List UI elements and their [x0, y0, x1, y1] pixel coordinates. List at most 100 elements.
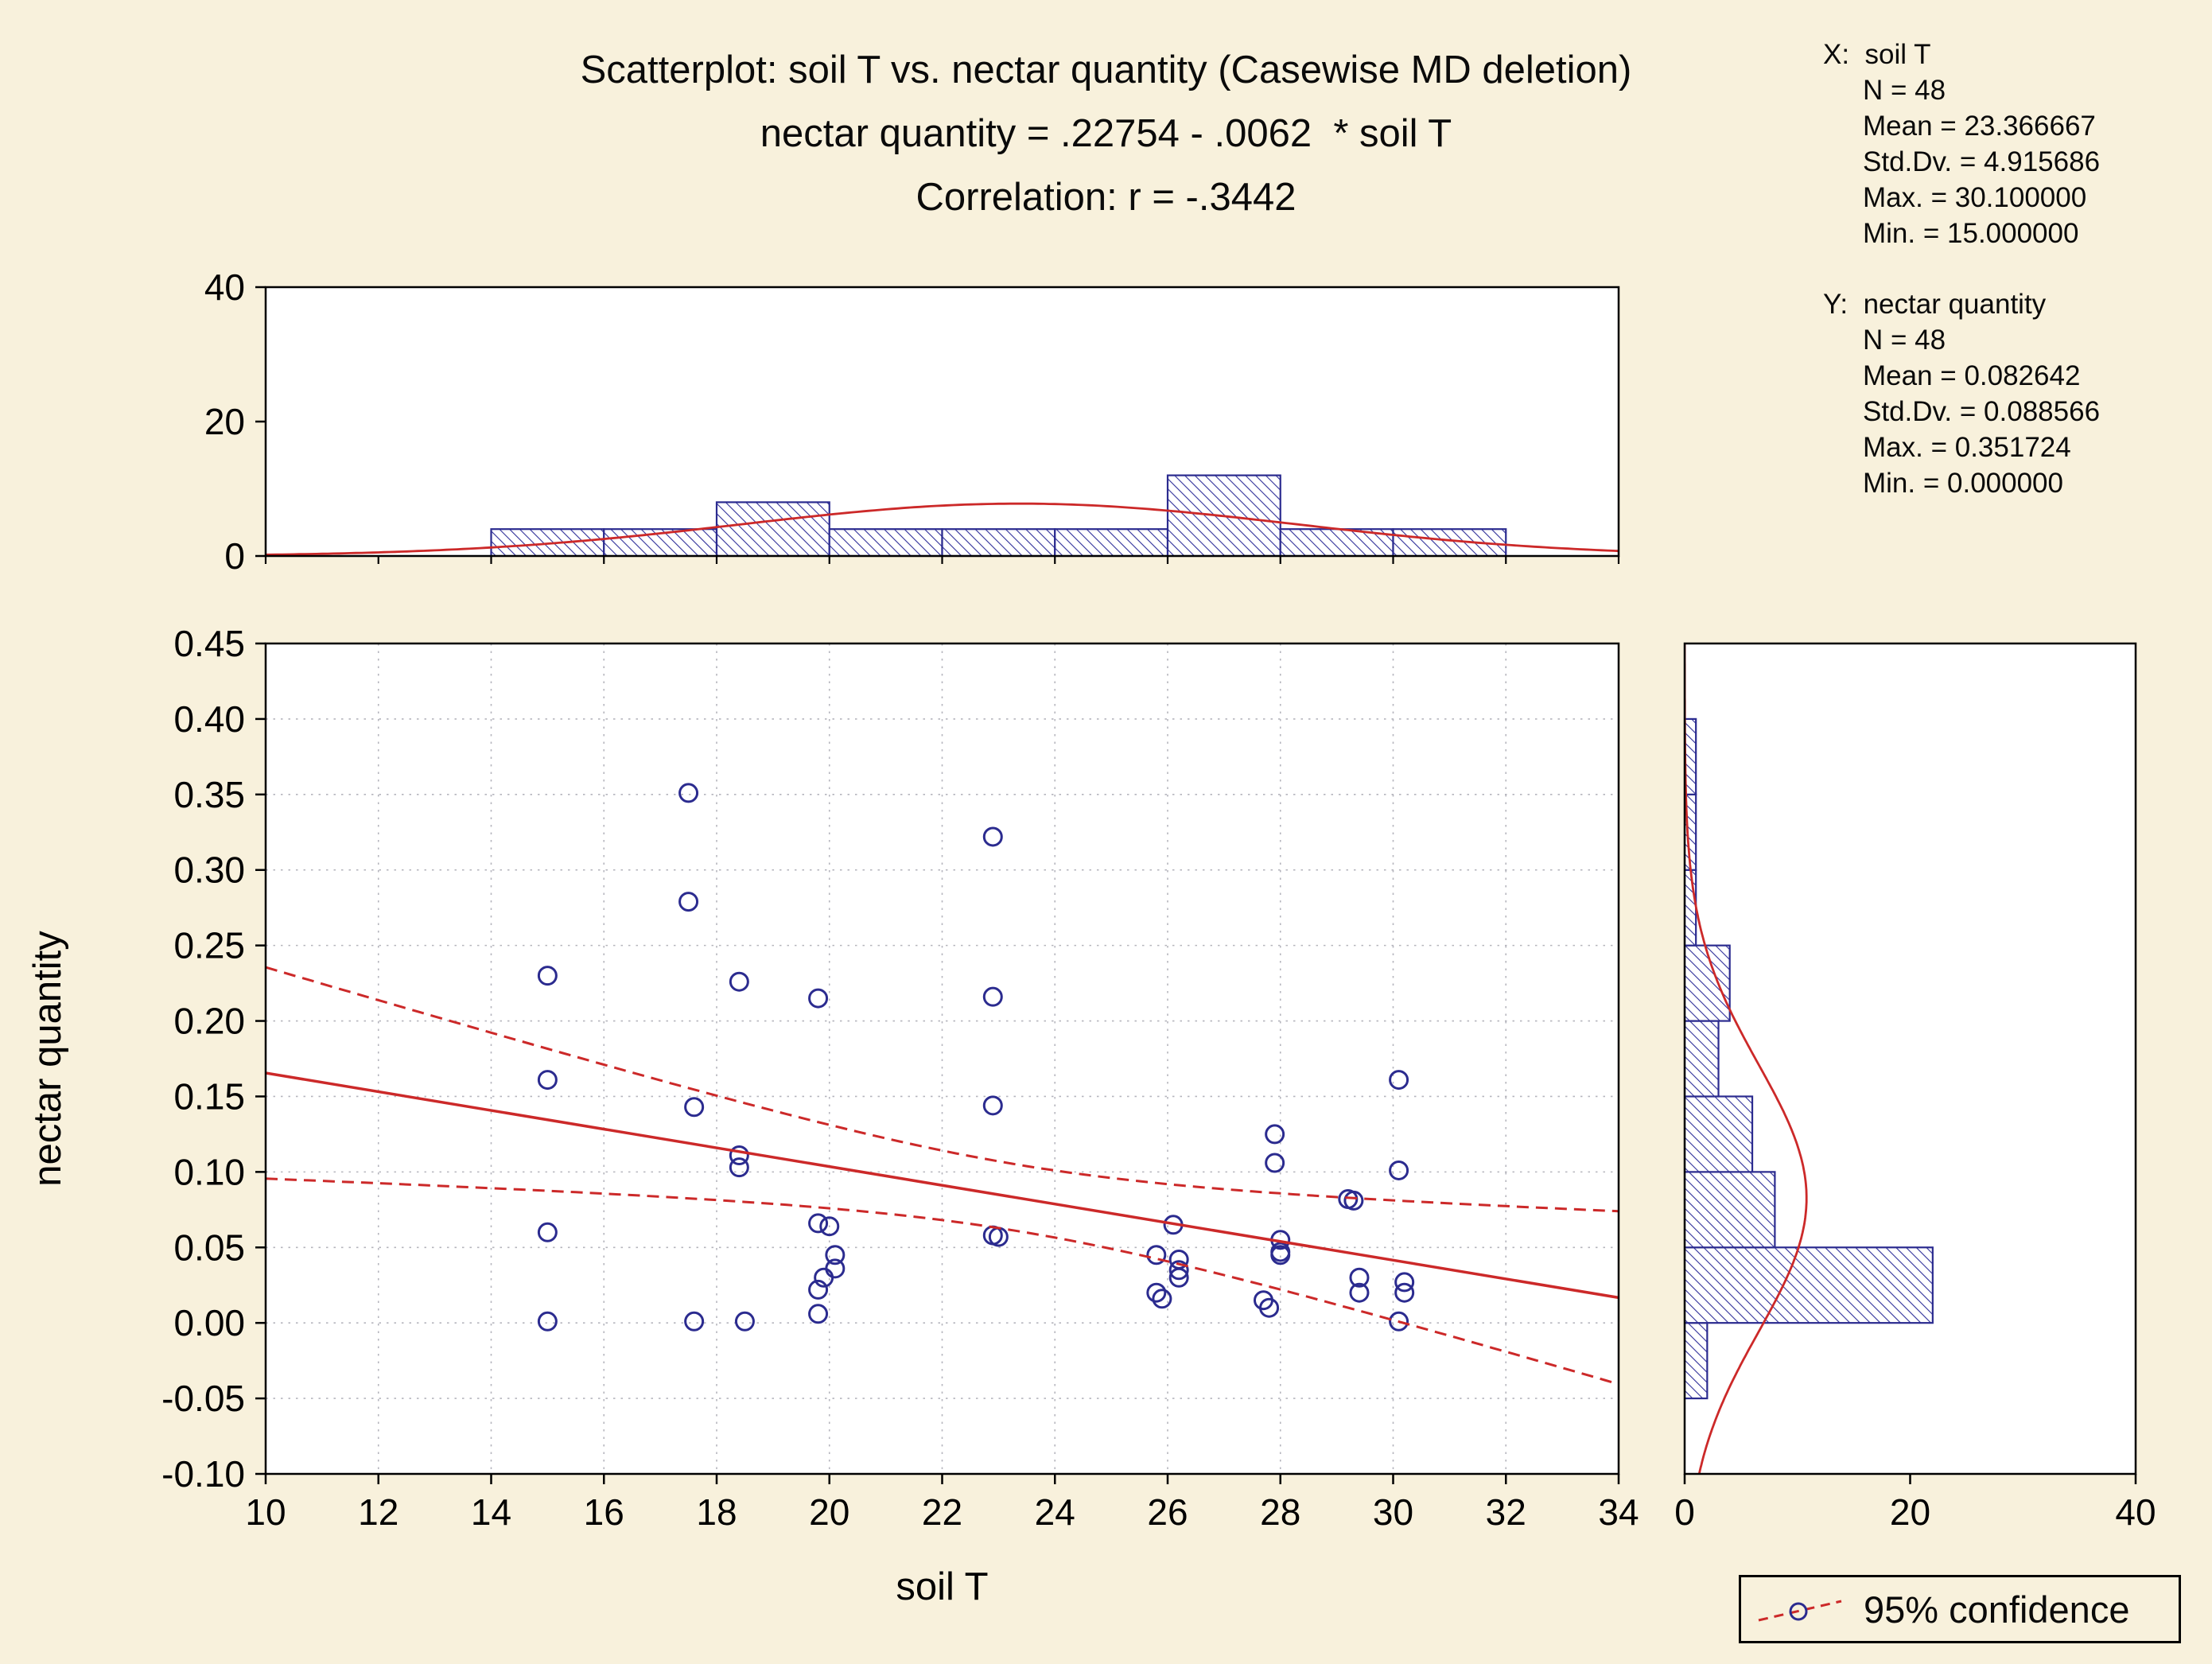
- scatter-point: [1259, 1297, 1280, 1318]
- stats-y-mean: Mean = 0.082642: [1863, 360, 2081, 391]
- scatter-point: [1389, 1070, 1409, 1091]
- x-axis-label: soil T: [896, 1565, 988, 1608]
- top-hist-ytick-label: 0: [224, 535, 245, 577]
- scatter-point: [1265, 1153, 1285, 1173]
- y-tick-label: 0.20: [173, 1001, 245, 1042]
- scatter-point: [808, 988, 829, 1009]
- scatter-point: [982, 986, 1003, 1007]
- x-tick-label: 16: [584, 1491, 624, 1533]
- scatter-point: [734, 1311, 755, 1332]
- histogram-bar: [1685, 1322, 1709, 1400]
- scatter-point: [1349, 1282, 1370, 1303]
- scatter-point: [537, 1311, 558, 1332]
- scatter-point: [982, 826, 1003, 847]
- stats-x-n: N = 48: [1863, 75, 1946, 106]
- stats-y-n: N = 48: [1863, 325, 1946, 356]
- top-histogram: [266, 474, 1619, 556]
- histogram-bar: [715, 501, 830, 556]
- x-tick-label: 22: [922, 1491, 962, 1533]
- main-plot: [266, 783, 1619, 1386]
- top-hist-ytick-label: 20: [204, 401, 245, 442]
- top-hist-ytick-label: 40: [204, 266, 245, 308]
- right-hist-xtick-label: 40: [2115, 1491, 2156, 1533]
- scatter-point: [819, 1216, 840, 1237]
- normal-curve-x: [266, 502, 1619, 556]
- scatter-point: [729, 1157, 749, 1178]
- stats-panel: X: soil T N = 48 Mean = 23.366667 Std.Dv…: [1823, 37, 2205, 536]
- confidence-legend-marker: [1758, 1600, 1842, 1622]
- confidence-band-upper: [266, 966, 1619, 1213]
- stats-x-block: X: soil T N = 48 Mean = 23.366667 Std.Dv…: [1823, 37, 2205, 251]
- x-tick-label: 20: [809, 1491, 849, 1533]
- scatter-point: [678, 892, 699, 912]
- confidence-line-sample: [1758, 1600, 1842, 1622]
- scatter-point: [825, 1245, 846, 1265]
- right-histogram: [1685, 643, 1934, 1474]
- y-tick-label: 0.45: [173, 623, 245, 664]
- scatter-point: [684, 1311, 705, 1332]
- scatter-point: [537, 1222, 558, 1242]
- x-tick-label: 26: [1147, 1491, 1188, 1533]
- scatter-point: [1389, 1160, 1409, 1180]
- scatter-point: [729, 971, 749, 992]
- y-axis-label: nectar quantity: [26, 931, 69, 1187]
- scatter-point: [1270, 1245, 1291, 1265]
- stats-y-max: Max. = 0.351724: [1863, 432, 2071, 463]
- y-tick-label: -0.10: [161, 1453, 245, 1495]
- x-tick-label: 18: [696, 1491, 737, 1533]
- scatter-point: [1168, 1260, 1189, 1281]
- scatter-point: [684, 1097, 705, 1118]
- scatter-point: [1394, 1272, 1415, 1293]
- y-tick-label: 0.30: [173, 849, 245, 891]
- scatter-point: [825, 1258, 846, 1279]
- stats-y-title: Y: nectar quantity: [1823, 289, 2047, 320]
- histogram-bar: [1685, 717, 1697, 795]
- stats-x-stddev: Std.Dv. = 4.915686: [1863, 146, 2101, 177]
- scatter-point: [808, 1304, 829, 1324]
- scatter-point: [808, 1279, 829, 1300]
- histogram-bar: [1685, 1246, 1934, 1324]
- y-tick-label: 0.40: [173, 698, 245, 740]
- histogram-bar: [1685, 1020, 1720, 1098]
- x-tick-label: 12: [358, 1491, 398, 1533]
- histogram-bar: [1685, 869, 1697, 947]
- x-tick-label: 10: [245, 1491, 286, 1533]
- right-hist-xtick-label: 0: [1674, 1491, 1695, 1533]
- scatter-point: [1343, 1190, 1364, 1211]
- scatter-point: [808, 1213, 829, 1234]
- confidence-legend: 95% confidence: [1739, 1575, 2181, 1643]
- y-tick-label: 0.25: [173, 925, 245, 966]
- stats-y-min: Min. = 0.000000: [1863, 468, 2063, 499]
- scatter-point: [1394, 1282, 1415, 1303]
- y-tick-label: -0.05: [161, 1378, 245, 1419]
- scatter-point: [1146, 1245, 1167, 1265]
- scatter-point: [1389, 1311, 1409, 1332]
- x-tick-label: 24: [1035, 1491, 1075, 1533]
- scatter-point: [1265, 1124, 1285, 1145]
- scatter-point: [729, 1145, 749, 1165]
- scatter-point: [1146, 1282, 1167, 1303]
- histogram-bar: [828, 528, 943, 556]
- x-tick-label: 30: [1373, 1491, 1413, 1533]
- scatter-point: [982, 1095, 1003, 1116]
- scatter-point: [1349, 1267, 1370, 1288]
- scatter-point: [1152, 1289, 1172, 1309]
- scatter-point: [537, 1070, 558, 1091]
- x-tick-label: 34: [1598, 1491, 1639, 1533]
- y-tick-label: 0.35: [173, 774, 245, 815]
- histogram-bar: [1685, 1095, 1754, 1173]
- stats-y-block: Y: nectar quantity N = 48 Mean = 0.08264…: [1823, 286, 2205, 501]
- x-tick-label: 32: [1486, 1491, 1526, 1533]
- histogram-bar: [941, 528, 1056, 556]
- right-hist-xtick-label: 20: [1890, 1491, 1930, 1533]
- histogram-bar: [1685, 944, 1731, 1022]
- stats-x-min: Min. = 15.000000: [1863, 218, 2079, 249]
- y-tick-label: 0.15: [173, 1075, 245, 1117]
- y-tick-label: 0.05: [173, 1227, 245, 1268]
- confidence-band-lower: [266, 1177, 1619, 1386]
- histogram-bar: [1685, 1171, 1776, 1249]
- x-tick-label: 28: [1260, 1491, 1300, 1533]
- stats-y-stddev: Std.Dv. = 0.088566: [1863, 396, 2101, 427]
- scatter-point: [678, 783, 699, 803]
